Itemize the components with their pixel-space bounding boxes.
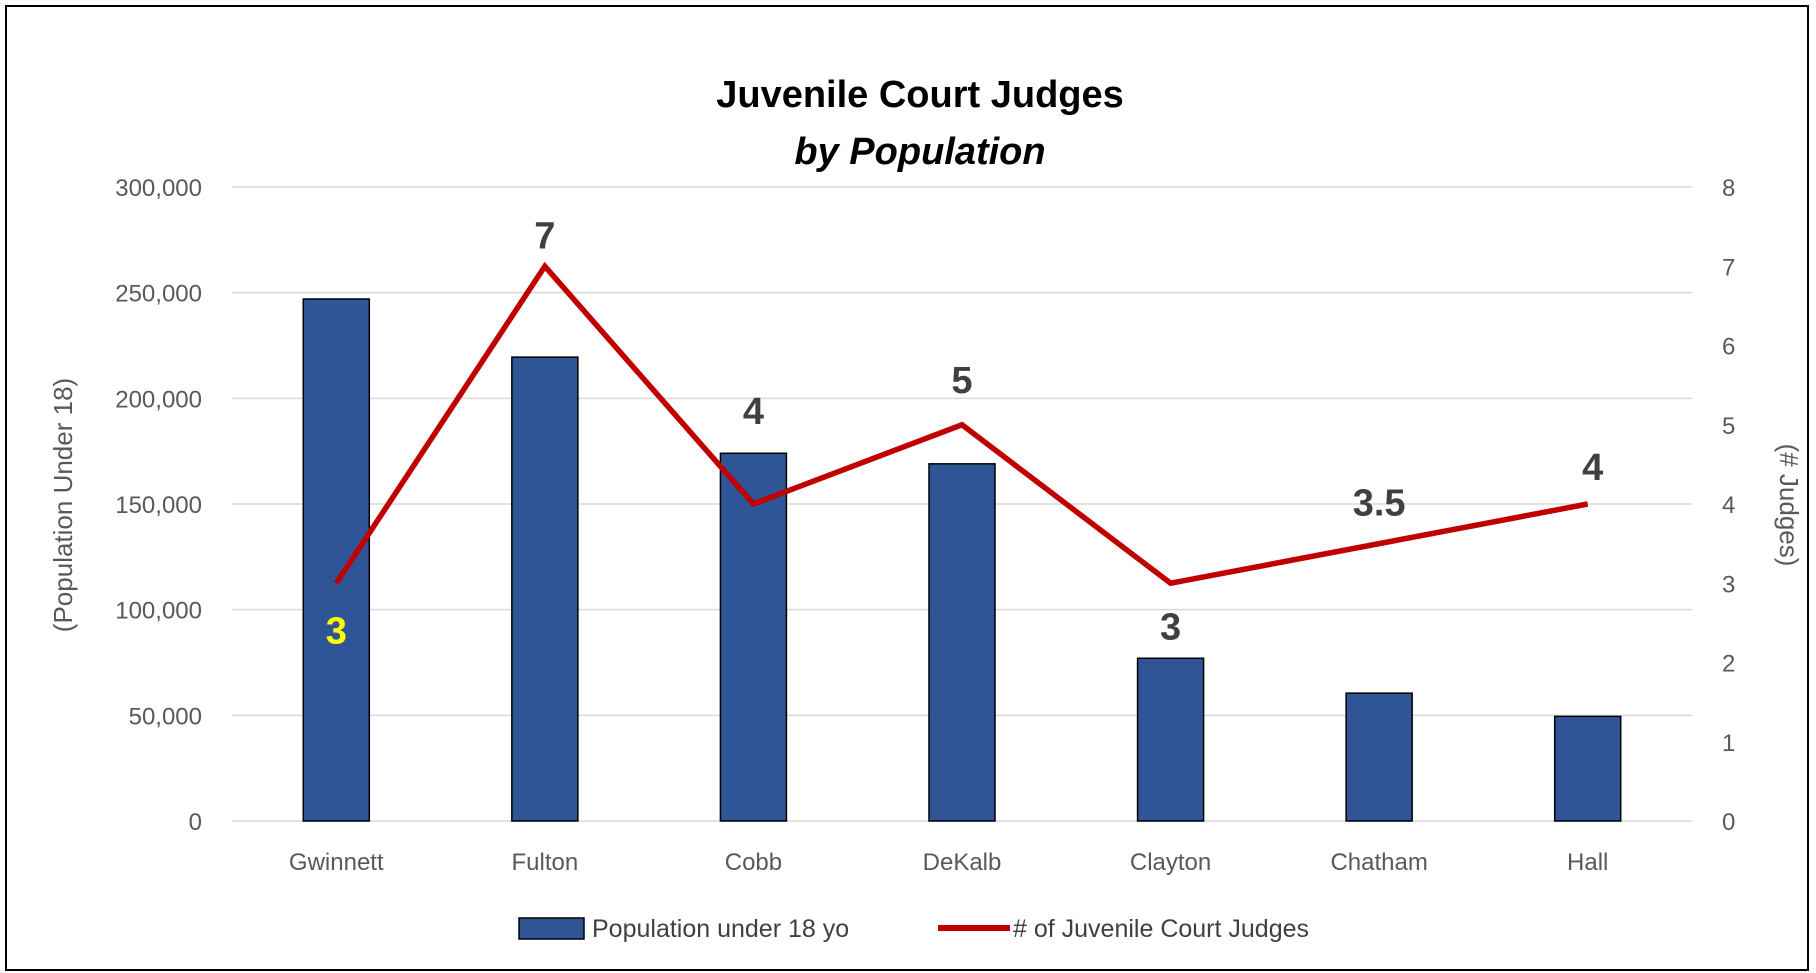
chart-subtitle: by Population [794, 131, 1045, 173]
data-label-gwinnett: 3 [326, 610, 347, 652]
x-tick-label: Clayton [1130, 849, 1211, 876]
data-label-hall: 4 [1582, 447, 1603, 489]
y-tick-label: 50,000 [129, 703, 202, 730]
y2-tick-label: 1 [1722, 730, 1735, 757]
legend-swatch-population [518, 917, 585, 940]
legend: Population under 18 yo # of Juvenile Cou… [518, 915, 1309, 943]
y-tick-label: 250,000 [115, 281, 202, 308]
data-label-dekalb: 5 [951, 360, 972, 402]
y2-tick-label: 4 [1722, 492, 1735, 519]
y2-tick-label: 0 [1722, 809, 1735, 836]
legend-label-judges: # of Juvenile Court Judges [1013, 915, 1309, 943]
legend-label-population: Population under 18 yo [592, 915, 849, 943]
bar-clayton [1136, 657, 1205, 822]
y2-tick-label: 2 [1722, 651, 1735, 678]
judges-line [333, 261, 1589, 587]
y2-tick-label: 6 [1722, 334, 1735, 361]
bar-dekalb [928, 463, 996, 822]
y2-tick-label: 8 [1722, 175, 1735, 202]
y-axis-title: (Population Under 18) [48, 378, 78, 632]
x-tick-label: Fulton [512, 849, 579, 876]
x-tick-label: Chatham [1330, 849, 1427, 876]
chart-title: Juvenile Court Judges [716, 74, 1124, 116]
bar-cobb [719, 452, 788, 822]
bar-chatham [1345, 692, 1413, 822]
x-tick-label: Cobb [725, 849, 782, 876]
data-label-chatham: 3.5 [1353, 483, 1406, 525]
y2-tick-label: 5 [1722, 413, 1735, 440]
y-tick-label: 300,000 [115, 175, 202, 202]
data-label-clayton: 3 [1160, 606, 1181, 648]
bar-gwinnett [302, 298, 371, 822]
x-tick-label: Hall [1567, 849, 1608, 876]
y2-tick-label: 7 [1722, 254, 1735, 281]
y2-axis-title: (# Judges) [1774, 444, 1804, 567]
y-tick-label: 150,000 [115, 492, 202, 519]
y2-tick-label: 3 [1722, 571, 1735, 598]
bar-hall [1553, 715, 1622, 822]
x-tick-label: Gwinnett [289, 849, 384, 876]
x-tick-label: DeKalb [923, 849, 1002, 876]
y-tick-label: 100,000 [115, 598, 202, 625]
y-tick-label: 200,000 [115, 386, 202, 413]
bar-fulton [511, 356, 579, 822]
data-label-cobb: 4 [743, 391, 764, 433]
data-label-fulton: 7 [534, 215, 555, 257]
y-tick-label: 0 [189, 809, 202, 836]
